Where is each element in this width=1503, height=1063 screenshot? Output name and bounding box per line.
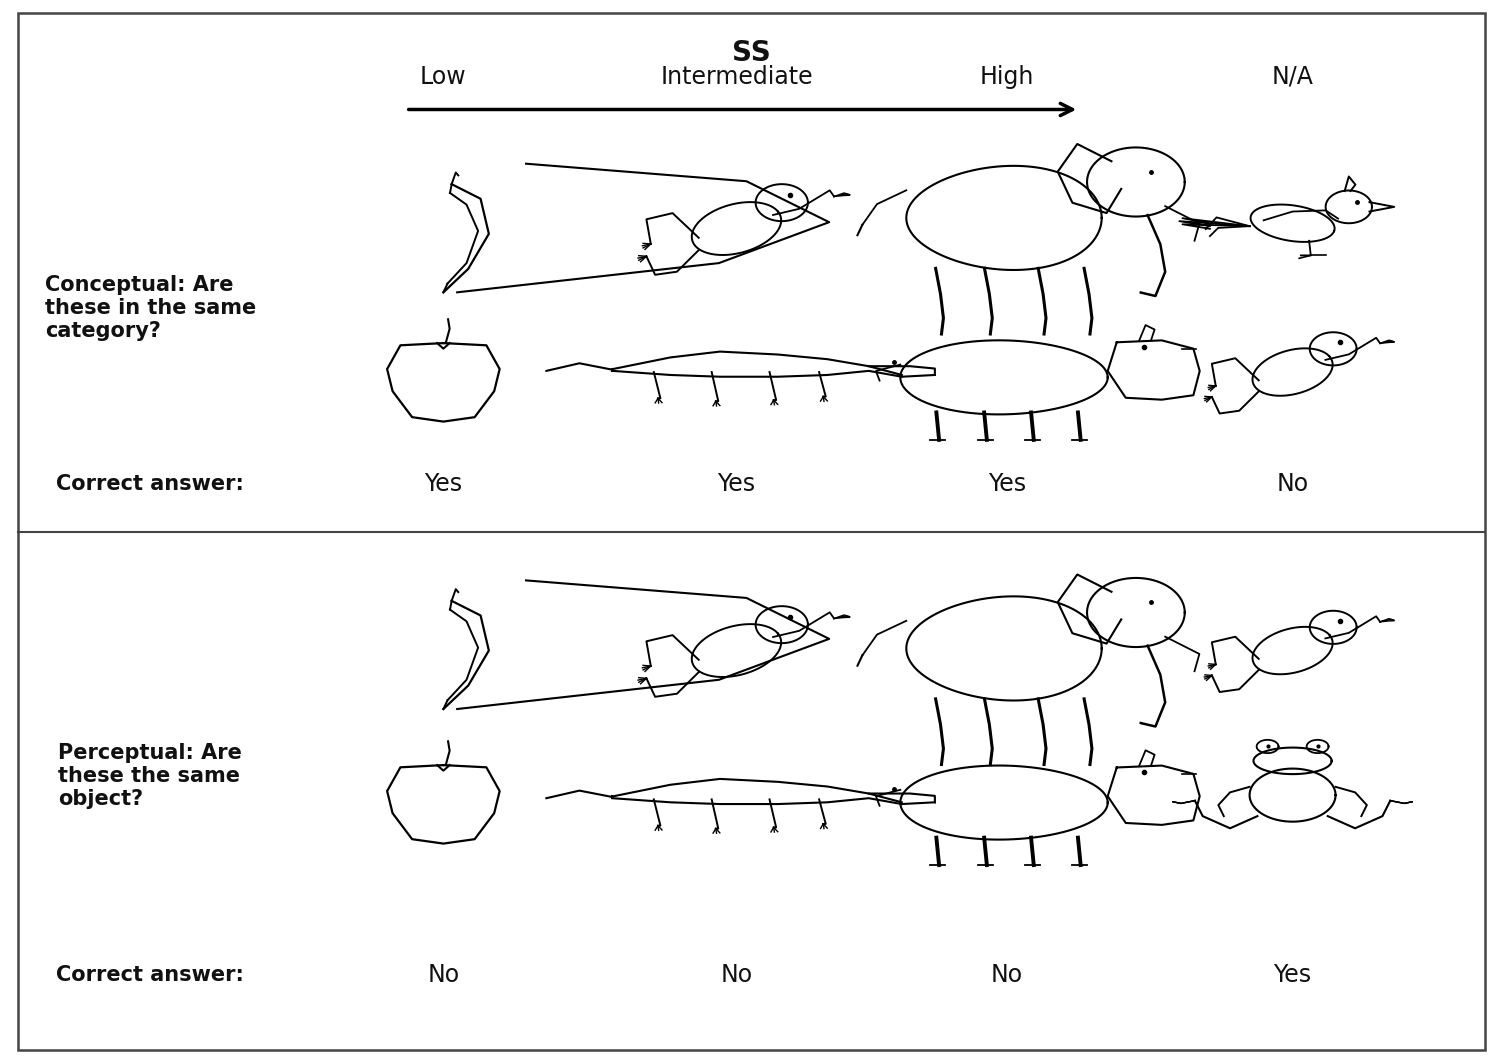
Text: Yes: Yes bbox=[717, 472, 756, 495]
Text: No: No bbox=[1276, 472, 1309, 495]
Text: High: High bbox=[980, 65, 1034, 88]
Text: No: No bbox=[990, 963, 1024, 986]
Text: No: No bbox=[427, 963, 460, 986]
Text: Yes: Yes bbox=[987, 472, 1027, 495]
Text: Yes: Yes bbox=[424, 472, 463, 495]
Text: Correct answer:: Correct answer: bbox=[57, 965, 243, 984]
Text: Conceptual: Are
these in the same
category?: Conceptual: Are these in the same catego… bbox=[45, 275, 256, 341]
Text: Correct answer:: Correct answer: bbox=[57, 474, 243, 493]
Text: Low: Low bbox=[419, 65, 467, 88]
Text: Perceptual: Are
these the same
object?: Perceptual: Are these the same object? bbox=[59, 743, 242, 809]
Text: Yes: Yes bbox=[1273, 963, 1312, 986]
Text: Intermediate: Intermediate bbox=[660, 65, 813, 88]
Text: SS: SS bbox=[732, 39, 771, 67]
Text: N/A: N/A bbox=[1272, 65, 1314, 88]
Text: No: No bbox=[720, 963, 753, 986]
